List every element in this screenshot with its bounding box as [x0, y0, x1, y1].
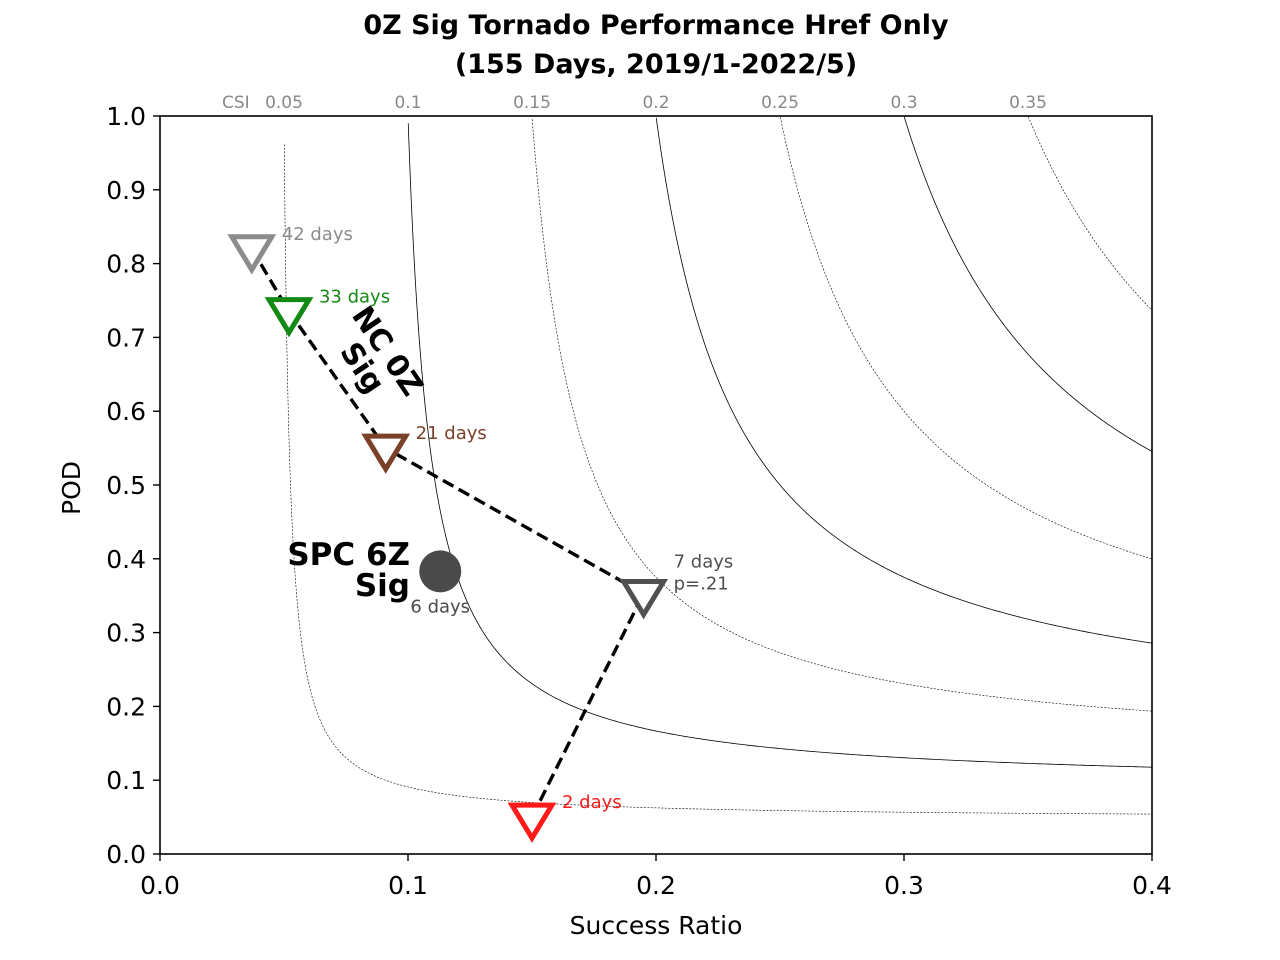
y-tick-label: 0.6: [106, 397, 146, 426]
annotation-nc-0z-sig: NC 0Z Sig: [333, 300, 430, 403]
y-tick-label: 0.2: [106, 692, 146, 721]
triangle-marker: [361, 433, 411, 474]
y-tick-label: 0.1: [106, 766, 146, 795]
csi-label-0.25: 0.25: [761, 93, 799, 113]
y-tick-label: 0.7: [106, 323, 146, 352]
triangle-marker: [227, 234, 277, 275]
csi-axis-label: CSI: [222, 93, 250, 113]
x-tick-label: 0.1: [388, 871, 428, 900]
triangle-marker: [507, 802, 557, 843]
csi-label-0.15: 0.15: [513, 93, 551, 113]
point-label-secondary: p=.21: [674, 573, 729, 594]
triangle-marker: [619, 579, 669, 620]
point-label: 21 days: [416, 423, 487, 444]
x-axis-ticks: 0.0 0.1 0.2 0.3 0.4: [140, 854, 1172, 900]
csi-label-0.1: 0.1: [394, 93, 421, 113]
y-tick-label: 0.0: [106, 840, 146, 869]
y-tick-label: 0.9: [106, 176, 146, 205]
y-tick-label: 0.4: [106, 545, 146, 574]
x-axis-label: Success Ratio: [570, 911, 743, 940]
annotation-spc-line1: SPC 6Z: [287, 537, 410, 573]
csi-contour-0.3: [903, 116, 1152, 452]
y-tick-label: 0.3: [106, 619, 146, 648]
y-tick-label: 1.0: [106, 102, 146, 131]
csi-label-0.3: 0.3: [890, 93, 917, 113]
csi-contour-0.15: [531, 119, 1152, 712]
point-label: 42 days: [282, 224, 353, 245]
csi-contour-0.25: [779, 117, 1152, 560]
csi-contour-0.2: [655, 117, 1152, 644]
csi-labels: CSI 0.05 0.1 0.15 0.2 0.25 0.3 0.35: [222, 93, 1047, 113]
y-axis-ticks: 0.0 0.1 0.2 0.3 0.4 0.5 0.6 0.7 0.8 0.9 1.0: [106, 102, 160, 869]
annotation-spc-line2: Sig: [355, 568, 410, 604]
csi-label-0.2: 0.2: [642, 93, 669, 113]
x-tick-label: 0.4: [1132, 871, 1172, 900]
csi-contour-0.35: [1027, 116, 1152, 311]
y-tick-label: 0.8: [106, 250, 146, 279]
point-label: 33 days: [319, 287, 390, 308]
chart-subtitle: (155 Days, 2019/1-2022/5): [455, 49, 857, 80]
circle-marker: [419, 550, 462, 593]
csi-label-0.35: 0.35: [1009, 93, 1047, 113]
series-lines: [250, 247, 646, 818]
point-label: 6 days: [410, 596, 470, 617]
csi-contour-0.05: [283, 144, 1152, 815]
y-axis-label: POD: [57, 461, 86, 515]
x-tick-label: 0.0: [140, 871, 180, 900]
y-tick-label: 0.5: [106, 471, 146, 500]
point-label: 7 days: [674, 551, 734, 572]
x-tick-label: 0.2: [636, 871, 676, 900]
csi-contour-0.1: [407, 123, 1152, 768]
point-label: 2 days: [562, 792, 622, 813]
chart-title: 0Z Sig Tornado Performance Href Only: [363, 10, 949, 41]
x-tick-label: 0.3: [884, 871, 924, 900]
series-line-0: [250, 247, 646, 818]
csi-label-0.05: 0.05: [265, 93, 303, 113]
triangle-marker: [264, 297, 314, 338]
